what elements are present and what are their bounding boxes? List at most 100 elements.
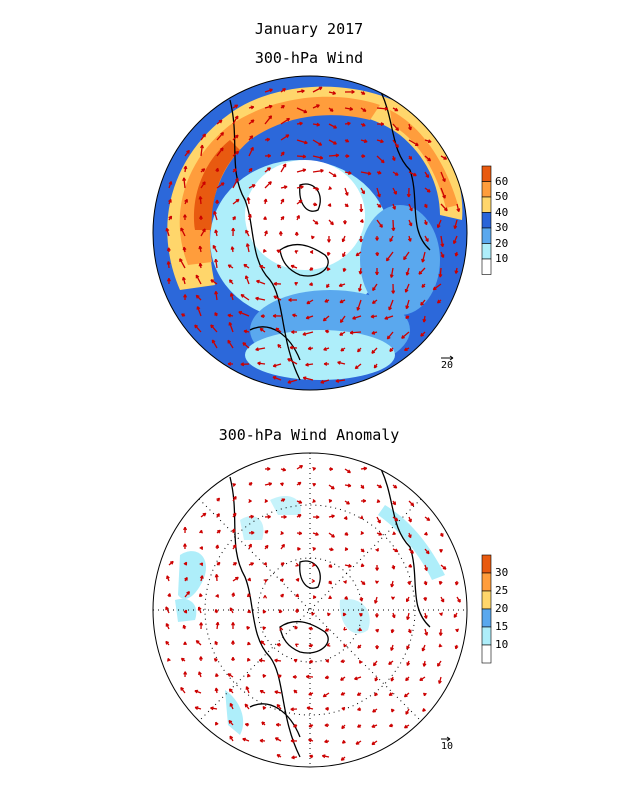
wind-vector-head xyxy=(324,627,329,632)
wind-vector-head xyxy=(380,139,384,144)
wind-vector-head xyxy=(323,361,328,366)
wind-vector-head xyxy=(410,550,414,554)
wind-vector-head xyxy=(354,676,358,681)
wind-vector-head xyxy=(184,576,188,581)
wind-vector-head xyxy=(198,215,203,220)
wind-vector xyxy=(328,123,337,129)
wind-vector-head xyxy=(427,157,432,162)
wind-vector xyxy=(240,294,250,301)
wind-vector-head xyxy=(182,177,187,182)
wind-vector-head xyxy=(352,315,356,320)
wind-vector-head xyxy=(293,689,298,694)
wind-vector-head xyxy=(232,544,237,549)
colorbar-swatch xyxy=(481,626,492,646)
wind-vector-head xyxy=(308,643,313,648)
wind-vector-head xyxy=(343,626,348,631)
wind-vector xyxy=(356,299,362,311)
wind-vector-head xyxy=(238,311,243,315)
wind-vector xyxy=(180,227,186,237)
wind-vector-head xyxy=(328,499,333,503)
wind-vector-head xyxy=(424,631,429,636)
wind-vector-head xyxy=(165,606,169,611)
wind-vector-head xyxy=(343,643,348,648)
wind-vector-head xyxy=(344,596,349,600)
wind-vector xyxy=(339,315,346,323)
wind-vector-head xyxy=(422,708,426,712)
wind-vector-head xyxy=(324,675,329,680)
wind-vector-head xyxy=(214,229,219,234)
wind-vector xyxy=(392,219,395,231)
wind-vector-head xyxy=(324,739,328,744)
wind-vector-head xyxy=(275,722,280,727)
colorbar-swatch xyxy=(481,590,492,610)
wind-vector-head xyxy=(280,531,284,535)
wind-vector-head xyxy=(424,567,428,572)
wind-vector-head xyxy=(455,628,459,633)
wind-vector-head xyxy=(389,238,393,242)
wind-vector-head xyxy=(360,548,365,553)
wind-vector-head xyxy=(246,593,251,598)
wind-vector-head xyxy=(422,663,427,667)
wind-vector-head xyxy=(342,253,346,258)
wind-vector-head xyxy=(195,294,200,299)
wind-vector-head xyxy=(242,737,246,742)
wind-vector-head xyxy=(276,754,281,758)
wind-vector xyxy=(440,171,446,182)
wind-vector-head xyxy=(418,271,423,275)
wind-vector-head xyxy=(201,168,206,173)
wind-vector-head xyxy=(304,140,308,145)
wind-vector-head xyxy=(186,149,190,154)
wind-vector-head xyxy=(280,578,284,583)
wind-vector-head xyxy=(263,216,268,220)
map1-coastlines xyxy=(229,89,431,381)
wind-vector-head xyxy=(338,283,343,287)
wind-vector-head xyxy=(388,306,392,311)
wind-vector-head xyxy=(392,206,396,210)
wind-vector-head xyxy=(268,104,273,109)
wind-vector-head xyxy=(332,173,337,178)
wind-vector-head xyxy=(240,294,245,298)
wind-vector xyxy=(454,219,458,229)
wind-vector-head xyxy=(406,645,410,650)
wind-vector-head xyxy=(405,305,410,310)
wind-vector xyxy=(248,147,254,157)
wind-vector-head xyxy=(421,284,426,288)
wind-vector-head xyxy=(394,517,399,522)
wind-vector-head xyxy=(268,181,272,185)
wind-vector xyxy=(437,219,442,228)
wind-vector-head xyxy=(231,622,236,626)
wind-vector-head xyxy=(294,250,299,254)
wind-vector-head xyxy=(423,692,427,697)
wind-vector xyxy=(232,115,239,125)
wind-vector-head xyxy=(326,239,331,243)
wind-vector-head xyxy=(300,185,304,190)
wind-vector-head xyxy=(168,198,172,203)
wind-vector-head xyxy=(312,595,317,600)
wind-vector-head xyxy=(342,612,347,617)
wind-vector-head xyxy=(307,346,312,351)
wind-vector-head xyxy=(373,364,378,369)
wind-vector-head xyxy=(375,645,380,650)
wind-vector-head xyxy=(199,575,204,579)
wind-vector-head xyxy=(456,208,461,212)
wind-vector-head xyxy=(214,687,219,692)
wind-vector-head xyxy=(283,185,288,190)
wind-vector-head xyxy=(330,485,335,490)
wind-vector xyxy=(272,376,282,381)
wind-vector-head xyxy=(245,686,250,690)
map1-title: 300-hPa Wind xyxy=(254,49,364,67)
wind-vector-head xyxy=(442,194,446,199)
wind-vector-head xyxy=(351,89,355,94)
wind-vector-head xyxy=(342,268,347,272)
wind-vector xyxy=(328,154,339,157)
wind-vector-head xyxy=(298,199,303,204)
wind-vector-head xyxy=(167,657,171,662)
wind-vector-head xyxy=(377,170,382,175)
wind-vector xyxy=(453,235,458,244)
wind-vector xyxy=(376,187,381,198)
wind-vector-head xyxy=(340,659,345,664)
wind-vector-head xyxy=(280,593,284,598)
wind-vector xyxy=(246,243,250,253)
wind-vector-head xyxy=(408,126,412,131)
wind-vector-head xyxy=(363,466,368,471)
